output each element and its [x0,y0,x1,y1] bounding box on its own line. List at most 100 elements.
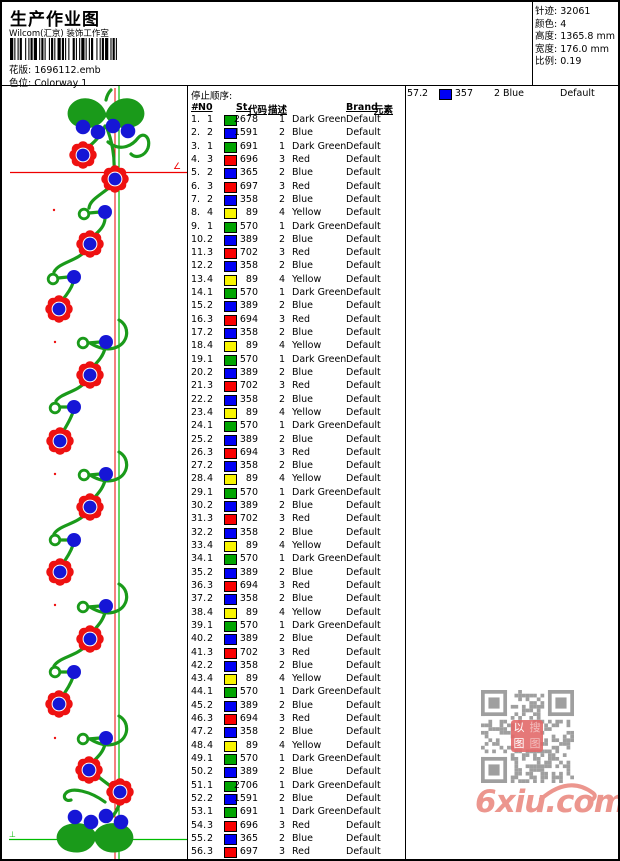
table-row: 11. 3 702 3 Red Default [188,246,404,260]
stamp-char: 搜 [529,721,541,734]
cell-brand: Default [346,792,381,804]
info-label: 宽度: [535,43,558,55]
table-row: 43. 4 89 4 Yellow Default [188,672,404,686]
cell-brand: Default [346,646,381,658]
cell-index: 20. [191,366,207,378]
cell-description: Blue [292,260,314,272]
cell-code: 3 [278,713,285,725]
cell-code: 3 [278,819,285,831]
cell-brand: Default [346,832,381,844]
cell-brand: Default [346,540,381,551]
info-value: 32061 [560,6,591,17]
cell-stitches: 389 [239,366,258,378]
color-swatch [224,208,237,220]
cell-brand: Default [346,380,381,392]
table-row: 44. 1 570 1 Dark Green Default [188,685,404,699]
cell-brand: Default [346,287,381,299]
colorway-value: Colorway 1 [34,78,88,89]
color-swatch [439,89,452,100]
cell-description: Red [292,247,311,259]
cell-index: 12. [191,260,207,272]
cell-needle: 2 [207,127,214,139]
colorway-line: 色位: Colorway 1 [9,75,87,89]
cell-code: 4 [278,673,285,685]
cell-needle: 2 [207,659,214,671]
cell-code: 4 [278,540,285,551]
cell-brand: Default [346,140,381,152]
cell-description: Blue [292,593,314,605]
info-line: 高度: 1365.8 mm [535,31,618,44]
cell-code: 4 [278,739,285,751]
cell-needle: 4 [207,540,214,551]
cell-needle: 3 [207,247,214,259]
cell-code: 2 [278,127,285,139]
cell-brand: Default [346,739,381,751]
cell-description: Blue [292,659,314,671]
cell-needle: 2 [207,260,214,272]
cell-index: 25. [191,433,207,445]
cell-code: 1 [278,779,285,791]
cell-brand: Default [346,127,381,139]
colorway-label: 色位: [9,78,32,89]
cell-description: Blue [292,327,314,338]
cell-code: 1 [278,753,285,764]
cell-description: Yellow [292,606,322,618]
table-row: 38. 4 89 4 Yellow Default [188,606,404,619]
cell-needle: 2 [422,88,429,99]
color-swatch [224,660,237,672]
color-swatch [224,727,237,739]
cell-code: 1 [278,287,285,299]
table-row: 27. 2 358 2 Blue Default [188,459,404,473]
cell-code: 1 [278,486,285,498]
cell-brand: Default [346,153,381,165]
cell-stitches: 389 [239,633,258,645]
cell-index: 14. [191,287,207,299]
cell-description: Red [292,846,311,858]
table-row: 26. 3 694 3 Red Default [188,446,404,459]
cell-stitches: 570 [239,553,258,565]
color-swatch [224,248,237,260]
cell-index: 40. [191,633,207,645]
cell-code: 3 [278,153,285,165]
color-swatch [224,594,237,606]
cell-stitches: 697 [239,180,258,192]
cell-stitches: 694 [239,313,258,325]
cell-stitches: 89 [245,340,258,352]
cell-description: Yellow [292,340,322,352]
cell-stitches: 389 [239,699,258,711]
info-value: 176.0 mm [560,43,609,55]
cell-stitches: 696 [239,153,258,165]
cell-stitches: 570 [239,420,258,432]
cell-stitches: 2706 [233,779,258,791]
cell-index: 54. [191,819,207,831]
color-swatch [224,820,237,832]
cell-brand: Default [346,473,381,485]
table-row: 33. 4 89 4 Yellow Default [188,539,404,552]
color-swatch [224,674,237,686]
cell-stitches: 389 [239,433,258,445]
cell-stitches: 694 [239,713,258,725]
table-row: 42. 2 358 2 Blue Default [188,659,404,672]
cell-description: Blue [292,366,314,378]
cell-brand: Default [346,300,381,312]
color-swatch [224,288,237,300]
cell-code: 2 [278,766,285,778]
color-swatch [224,554,237,566]
table-row: 15. 2 389 2 Blue Default [188,299,404,313]
cell-needle: 4 [207,406,214,418]
cell-brand: Default [346,486,381,498]
cell-needle: 1 [207,779,214,791]
color-swatch [224,780,237,792]
color-swatch [224,421,237,433]
color-swatch [224,154,237,166]
cell-index: 21. [191,380,207,392]
cell-stitches: 389 [239,500,258,512]
cell-index: 19. [191,353,207,365]
color-swatch [224,274,237,286]
cell-index: 27. [191,460,207,472]
cell-code: 2 [493,88,500,99]
cell-index: 45. [191,699,207,711]
cell-index: 10. [191,233,207,245]
cell-needle: 1 [207,486,214,498]
cell-index: 18. [191,340,207,352]
